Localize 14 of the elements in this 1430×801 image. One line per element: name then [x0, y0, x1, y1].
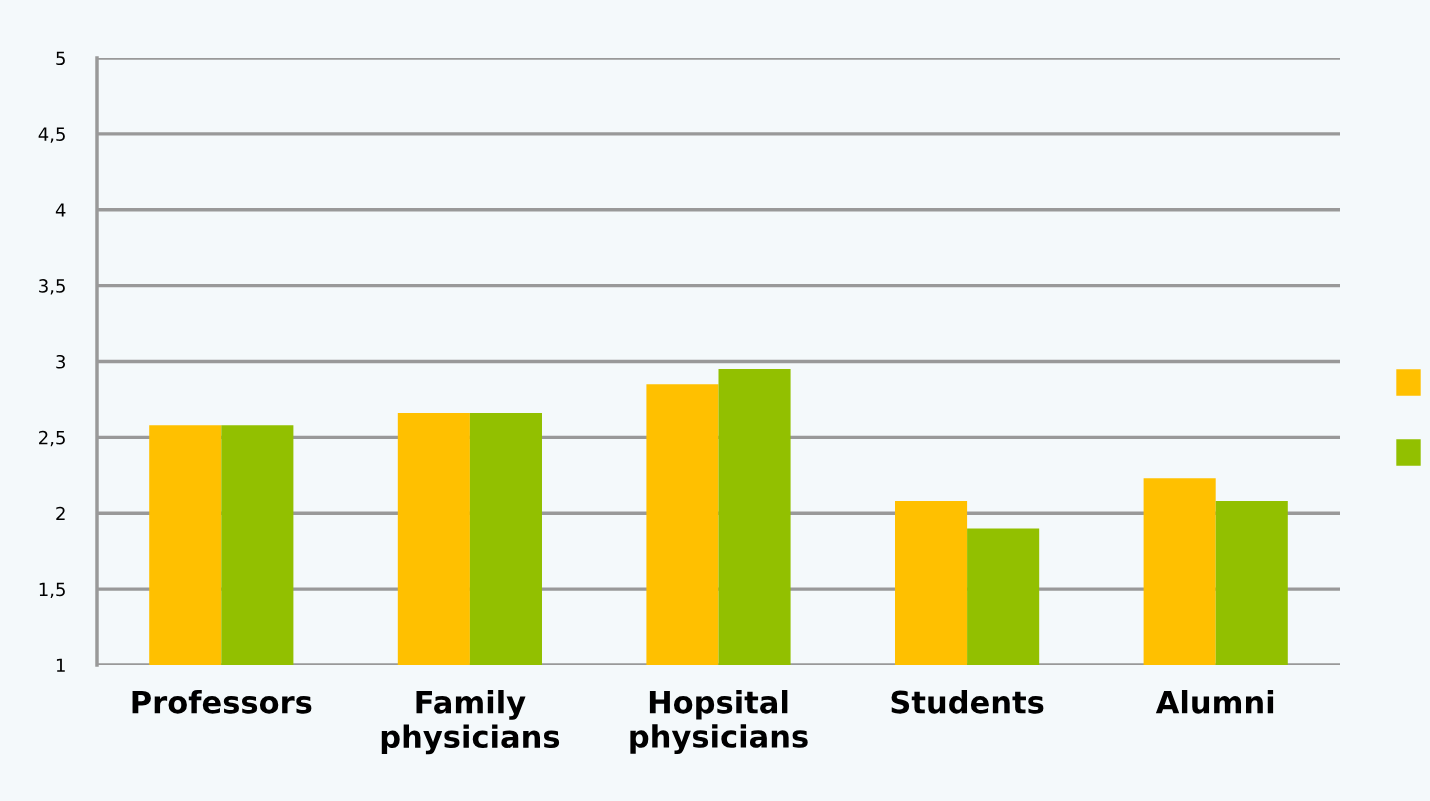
y-tick-label: 2,5: [39, 430, 65, 447]
x-tick-label: Family physicians: [381, 690, 560, 755]
x-tick-label: Hopsital physicians: [630, 690, 808, 755]
y-tick-label: 1,5: [39, 582, 65, 599]
y-tick-label: 4,5: [38, 127, 65, 143]
y-tick-label: 4: [55, 203, 66, 217]
y-tick-label: 5: [56, 51, 65, 66]
y-tick-label: 3: [56, 354, 65, 369]
y-tick-label: 1: [56, 658, 65, 672]
x-tick-label: Students: [891, 690, 1044, 714]
x-tick-label: Alumni: [1155, 690, 1274, 714]
y-tick-label: 3,5: [39, 279, 65, 295]
y-tick-label: 2: [56, 506, 65, 521]
x-tick-label: Professors: [132, 690, 312, 714]
